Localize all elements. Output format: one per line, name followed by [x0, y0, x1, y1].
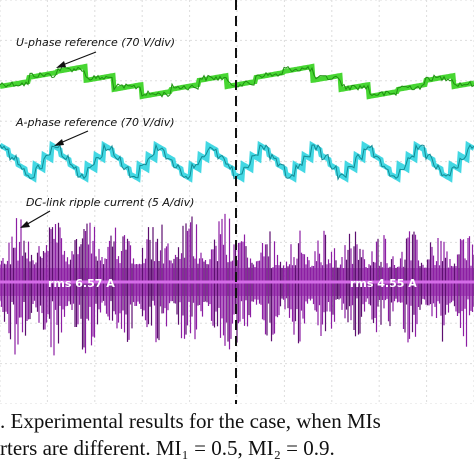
- oscilloscope-capture: U-phase reference (70 V/div) A-phase ref…: [0, 0, 474, 404]
- dc-link-arrow: [23, 210, 51, 227]
- a-phase-arrow: [57, 130, 89, 145]
- a-phase-label: A-phase reference (70 V/div): [15, 116, 175, 129]
- rms-right-label: rms 4.55 A: [350, 277, 417, 290]
- oscilloscope-plot: U-phase reference (70 V/div) A-phase ref…: [0, 0, 474, 404]
- caption-line-2: rters are different. MI₁ = 0.5, MI₂ = 0.…: [0, 436, 335, 460]
- figure-caption: . Experimental results for the case, whe…: [0, 404, 474, 474]
- dc-link-label: DC-link ripple current (5 A/div): [26, 196, 194, 209]
- u-phase-arrowhead: [56, 61, 66, 68]
- u-phase-label: U-phase reference (70 V/div): [16, 36, 175, 49]
- rms-left-label: rms 6.57 A: [48, 277, 115, 290]
- a-phase-arrowhead: [54, 139, 64, 146]
- u-phase-arrow: [59, 51, 97, 67]
- dc-link-arrowhead: [20, 221, 30, 228]
- dc-link-current-trace: [0, 213, 474, 356]
- caption-line-1: . Experimental results for the case, whe…: [0, 409, 381, 433]
